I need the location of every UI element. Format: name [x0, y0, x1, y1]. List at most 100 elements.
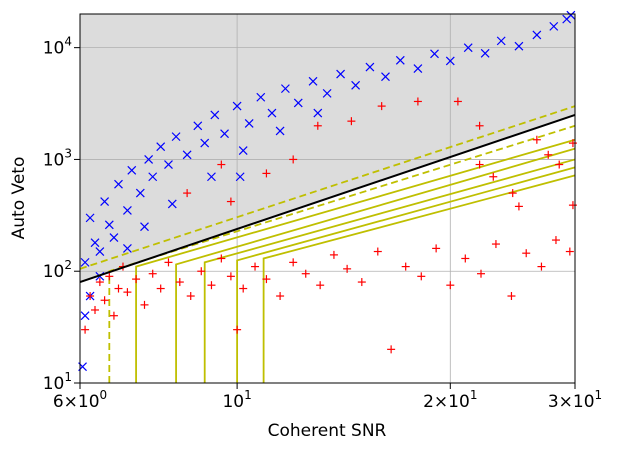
red-plus-marker — [508, 189, 517, 198]
blue-x-marker — [308, 76, 318, 86]
red-plus-marker — [289, 258, 298, 267]
blue-x-marker — [413, 64, 423, 73]
blue-x-marker — [90, 238, 100, 248]
plot-area — [78, 10, 577, 384]
blue-x-marker — [532, 30, 542, 40]
red-plus-marker — [491, 240, 500, 249]
threshold-line — [262, 174, 576, 383]
red-plus-marker — [262, 169, 271, 178]
red-plus-marker — [233, 325, 242, 334]
marker-stroke — [100, 197, 110, 206]
marker-stroke — [193, 121, 203, 131]
red-plus-marker — [186, 292, 195, 301]
marker-stroke — [167, 199, 177, 209]
blue-x-marker — [463, 43, 473, 53]
black-cut-line — [79, 114, 576, 283]
marker-stroke — [244, 118, 254, 128]
marker-stroke — [140, 222, 149, 232]
marker-stroke — [445, 56, 455, 66]
red-plus-marker — [477, 269, 486, 278]
red-plus-marker — [522, 249, 531, 258]
red-plus-marker — [109, 311, 118, 320]
red-plus-marker — [514, 202, 523, 211]
red-plus-marker — [453, 97, 462, 106]
blue-x-marker — [140, 222, 149, 232]
blue-x-marker — [193, 121, 203, 131]
marker-stroke — [85, 213, 95, 223]
blue-x-marker — [210, 110, 220, 120]
blue-x-marker — [80, 257, 90, 267]
red-plus-marker — [313, 121, 322, 130]
red-plus-marker — [555, 160, 564, 169]
blue-series — [78, 10, 576, 372]
marker-stroke — [220, 129, 229, 139]
red-plus-marker — [175, 278, 184, 287]
blue-x-marker — [280, 84, 290, 94]
y-tick-label: 101 — [43, 370, 72, 394]
threshold-line — [135, 138, 576, 383]
threshold-line — [203, 158, 576, 383]
cut-line — [79, 114, 576, 283]
marker-stroke — [313, 108, 323, 118]
marker-stroke — [104, 220, 114, 230]
marker-stroke — [480, 48, 490, 58]
marker-stroke — [164, 160, 173, 169]
blue-x-marker — [200, 138, 210, 148]
blue-x-marker — [365, 62, 375, 72]
red-plus-marker — [289, 155, 298, 164]
blue-x-marker — [135, 188, 145, 198]
red-plus-marker — [226, 197, 235, 206]
marker-stroke — [365, 62, 375, 72]
blue-x-marker — [514, 41, 524, 51]
blue-x-marker — [220, 129, 229, 139]
red-plus-marker — [401, 262, 410, 271]
red-plus-marker — [114, 284, 123, 293]
marker-stroke — [109, 233, 119, 242]
red-plus-marker — [507, 292, 516, 301]
red-plus-marker — [532, 135, 541, 144]
marker-stroke — [171, 132, 181, 142]
x-tick-label: 2×101 — [423, 388, 477, 412]
red-plus-marker — [377, 102, 386, 111]
red-plus-marker — [217, 254, 226, 263]
red-plus-marker — [156, 284, 165, 293]
marker-stroke — [122, 243, 132, 253]
marker-stroke — [514, 41, 524, 51]
y-axis-ticks: 101 102 103 104 — [43, 35, 80, 394]
blue-x-marker — [430, 49, 439, 59]
red-plus-marker — [105, 272, 114, 281]
blue-x-marker — [127, 165, 137, 175]
x-axis-label: Coherent SNR — [268, 421, 387, 441]
red-plus-marker — [276, 292, 285, 301]
marker-stroke — [122, 205, 132, 215]
marker-stroke — [135, 188, 145, 198]
marker-stroke — [148, 172, 158, 182]
red-plus-marker — [164, 258, 173, 267]
y-tick-label: 103 — [43, 146, 72, 170]
red-plus-marker — [551, 236, 560, 245]
blue-x-marker — [122, 243, 132, 253]
marker-stroke — [80, 257, 90, 267]
red-plus-marker — [357, 278, 366, 287]
red-plus-marker — [148, 269, 157, 278]
red-plus-marker — [568, 201, 577, 210]
red-plus-marker — [489, 172, 498, 181]
x-tick-label: 3×101 — [548, 388, 602, 412]
red-plus-marker — [316, 281, 325, 290]
blue-x-marker — [100, 197, 110, 206]
blue-x-marker — [85, 213, 95, 223]
red-plus-marker — [343, 264, 352, 273]
marker-stroke — [532, 30, 542, 40]
y-tick-label: 102 — [43, 258, 72, 282]
blue-x-marker — [122, 205, 132, 215]
blue-x-marker — [104, 220, 114, 230]
red-plus-marker — [301, 269, 310, 278]
red-plus-marker — [95, 278, 104, 287]
marker-stroke — [256, 92, 266, 102]
blue-x-marker — [275, 126, 285, 136]
red-plus-marker — [568, 139, 577, 148]
blue-x-marker — [144, 155, 154, 164]
marker-stroke — [144, 155, 154, 164]
blue-x-marker — [267, 108, 277, 118]
marker-stroke — [280, 84, 290, 94]
